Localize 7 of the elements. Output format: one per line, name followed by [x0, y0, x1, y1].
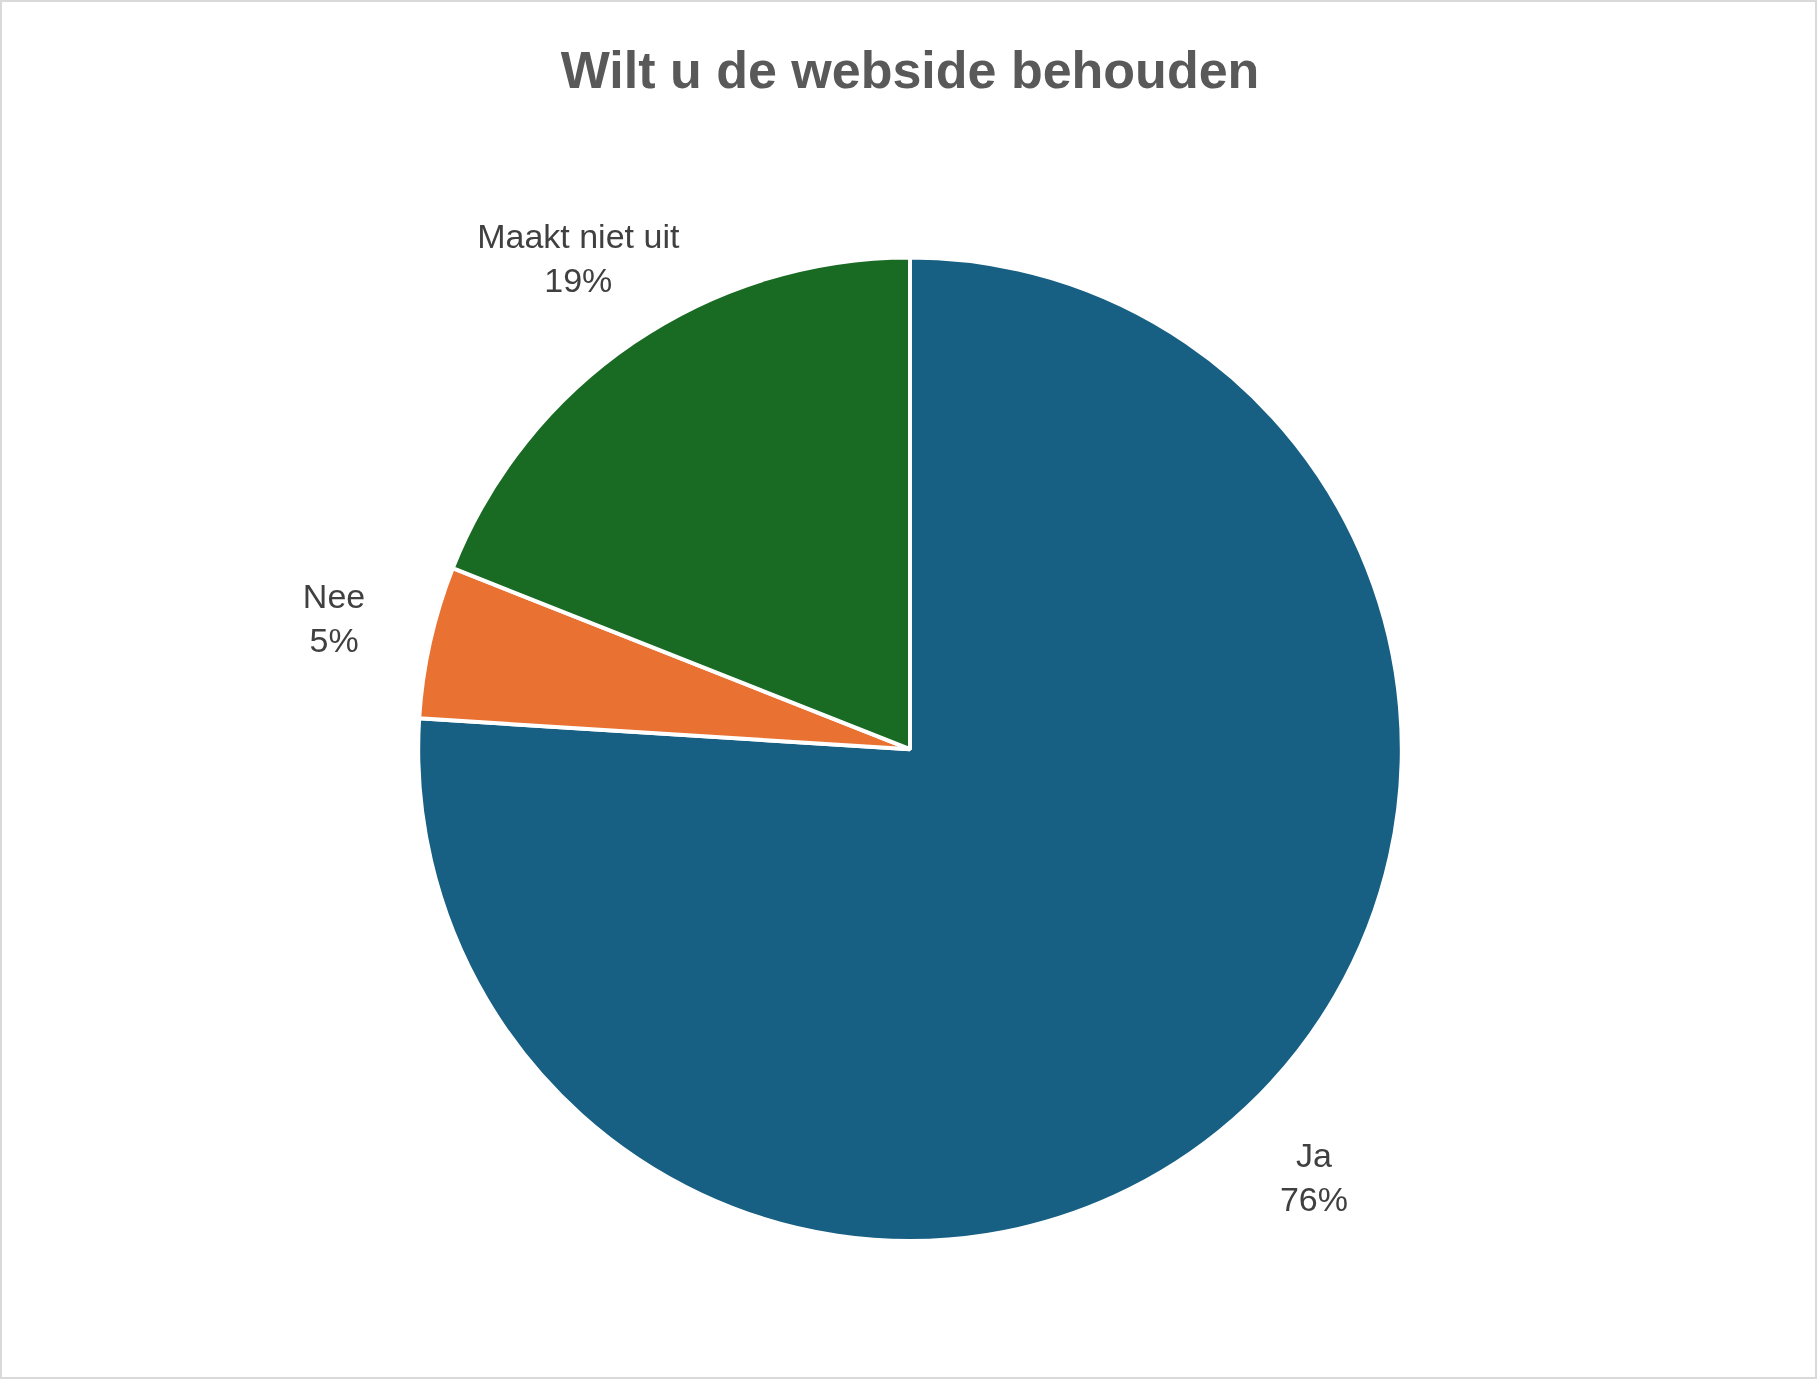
data-label: 19% — [544, 261, 613, 300]
data-label: 5% — [309, 620, 359, 659]
slice-label: Nee — [302, 576, 366, 615]
slice-label: Maakt niet uit — [477, 217, 680, 256]
slice-label: Ja — [1296, 1135, 1333, 1174]
chart-title: Wilt u de webside behouden — [560, 40, 1260, 99]
data-label: 76% — [1279, 1179, 1349, 1218]
